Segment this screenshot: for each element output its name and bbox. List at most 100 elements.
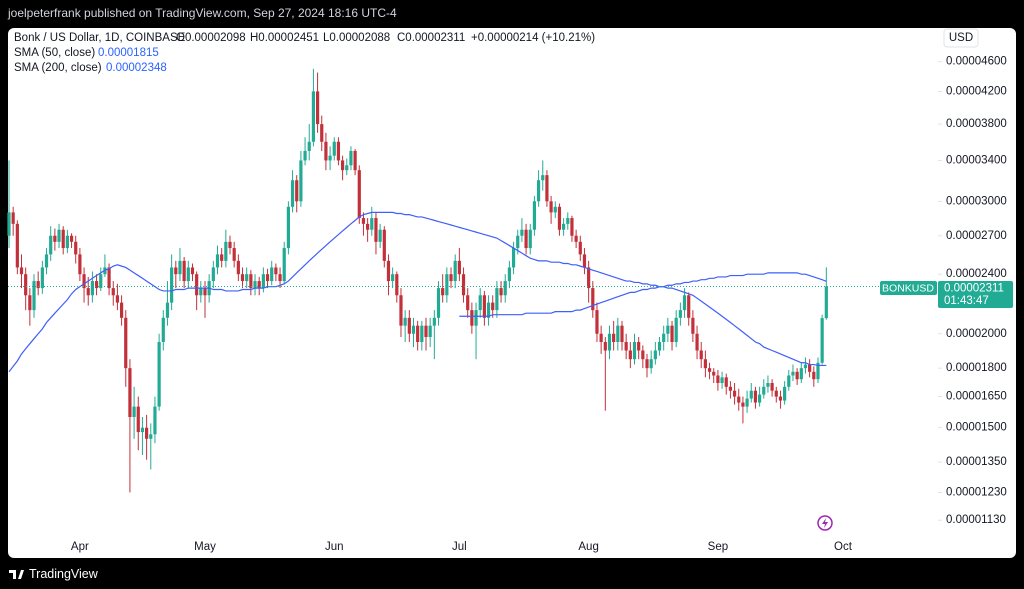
candle-body [728, 386, 733, 391]
candle-body [111, 288, 115, 296]
price-tag [938, 281, 1013, 308]
plot: 0.00004600 0.00004200 0.00003800 0.00003400… [7, 56, 1007, 553]
candle-body [270, 267, 274, 282]
candle-body [395, 274, 399, 296]
candle-body [670, 325, 674, 343]
x-tick-label: May [194, 541, 216, 553]
candle-body [332, 141, 336, 156]
candle-body [378, 229, 382, 242]
candle-body [32, 281, 36, 311]
candle-body [516, 235, 520, 249]
candle-body [461, 274, 466, 296]
candle-body [657, 342, 662, 351]
open-label: O0.00002098 [176, 32, 246, 44]
candle-body [753, 390, 758, 403]
candle-body [149, 434, 153, 439]
candle-body [428, 325, 432, 338]
candle-body [282, 248, 286, 282]
candle-body [695, 333, 699, 351]
candle-body [74, 241, 78, 255]
candle-body [524, 229, 528, 249]
y-tick-label: 0.00001500 [946, 422, 1007, 434]
candle-body [749, 390, 753, 399]
candle-body [536, 180, 541, 202]
candle-body [795, 371, 799, 380]
candle-body [653, 350, 657, 360]
candle-body [737, 396, 741, 403]
candle-body [637, 342, 641, 351]
candle-body [186, 267, 190, 282]
candle-body [403, 317, 407, 326]
currency-button[interactable] [943, 28, 979, 48]
candle-body [587, 267, 591, 289]
footer-logo: TradingView [9, 567, 99, 581]
candle-body [491, 302, 495, 311]
y-tick-label: 0.00001130 [946, 514, 1006, 526]
candle-body [707, 368, 712, 372]
candle-body [624, 342, 628, 351]
candle-body [545, 175, 549, 202]
candle-body [320, 124, 324, 142]
candle-body [470, 310, 474, 326]
candle-body [570, 218, 574, 236]
candle-body [36, 281, 40, 289]
candle-body [645, 359, 649, 369]
candle-body [808, 364, 812, 372]
candle-body [745, 398, 749, 407]
candle-body [299, 160, 303, 202]
y-tick-label: 0.00004200 [946, 85, 1007, 97]
candle-body [441, 288, 445, 296]
candle-body [28, 295, 32, 311]
lightning-icon[interactable] [817, 515, 833, 531]
legend-value: 0.00002348 [106, 62, 167, 74]
candle-body [783, 386, 787, 401]
candle-body [132, 406, 136, 417]
candle-body [432, 317, 436, 326]
candle-body [603, 342, 607, 351]
candle-body [124, 317, 128, 369]
change-label: +0.00000214 (+10.21%) [471, 32, 595, 44]
candle-body [416, 325, 420, 343]
candle-body [420, 325, 424, 343]
candle-body [370, 218, 374, 230]
candle-body [261, 274, 265, 289]
candle-body [374, 218, 378, 242]
candle-body [290, 180, 295, 207]
candle-body [666, 325, 670, 334]
candle-body [228, 241, 232, 249]
currency-label[interactable]: USD [949, 32, 973, 44]
candle-body [574, 235, 578, 242]
candle-body [466, 295, 470, 311]
candle-body [57, 229, 61, 242]
candle-body [136, 406, 140, 433]
candle-body [315, 91, 320, 125]
candle-body [161, 317, 165, 343]
icon-bolt[interactable] [822, 518, 828, 528]
candle-body [495, 288, 499, 311]
y-tick-label: 0.00001650 [946, 391, 1007, 403]
candle-body [157, 342, 161, 407]
candle-body [253, 281, 257, 289]
candle-body [366, 223, 370, 230]
candle-body [712, 371, 716, 376]
candle-body [562, 223, 566, 230]
low-label: L0.00002088 [323, 32, 390, 44]
chart-panel [8, 28, 1016, 558]
last-price-label: 0.00002311 [944, 283, 1004, 295]
candle-body [40, 267, 44, 289]
candle-body [195, 274, 199, 296]
x-tick-label: Jul [452, 541, 467, 553]
candle-body [566, 218, 570, 224]
candle-body [295, 180, 299, 202]
candle-body [107, 267, 111, 289]
close-label: C0.00002311 [397, 32, 465, 44]
candle-body [674, 317, 678, 343]
candle-body [812, 371, 816, 380]
candle-body [382, 229, 386, 261]
candle-body [445, 274, 449, 296]
candle-body [128, 368, 132, 417]
candle-body [478, 295, 482, 311]
candle-body [766, 383, 770, 387]
